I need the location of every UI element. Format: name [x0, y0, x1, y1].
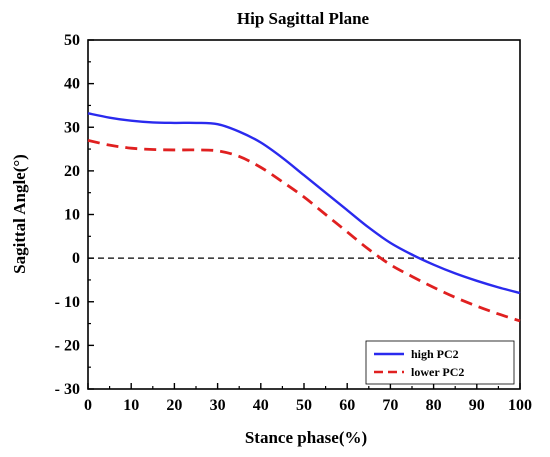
legend: high PC2 lower PC2	[365, 340, 515, 385]
y-tick-label: - 20	[55, 337, 80, 354]
plot-frame	[87, 39, 521, 390]
y-tick-label: - 30	[55, 381, 80, 398]
x-tick-label: 20	[166, 397, 182, 414]
y-axis-label: Sagittal Angle(°)	[10, 154, 29, 274]
x-tick-label: 10	[123, 397, 139, 414]
y-tick-label: 10	[64, 207, 80, 224]
x-tick-label: 100	[508, 397, 532, 414]
y-tick-label: 50	[64, 32, 80, 49]
y-tick-label: 0	[72, 250, 80, 267]
y-tick-label: - 10	[55, 294, 80, 311]
legend-box	[365, 340, 515, 385]
x-tick-label: 40	[253, 397, 269, 414]
x-axis-label: Stance phase(%)	[245, 428, 367, 447]
legend-label-lower-pc2: lower PC2	[411, 365, 464, 379]
series-line-high-pc2	[87, 112, 521, 295]
x-tick-label: 50	[296, 397, 312, 414]
y-tick-label: 20	[64, 163, 80, 180]
x-tick-label: 0	[84, 397, 92, 414]
series-line-lower-pc2	[87, 138, 521, 323]
x-tick-label: 30	[210, 397, 226, 414]
ticks-layer: 0 10 20 30 40 50 60 70 80 90 100 - 30 - 20 - 10 0 10 20 3…	[55, 32, 532, 414]
y-tick-label: 30	[64, 119, 80, 136]
series-layer	[87, 112, 521, 323]
x-tick-label: 70	[382, 397, 398, 414]
x-tick-label: 90	[469, 397, 485, 414]
x-tick-label: 60	[339, 397, 355, 414]
legend-label-high-pc2: high PC2	[411, 347, 459, 361]
chart-title: Hip Sagittal Plane	[237, 9, 370, 28]
x-tick-label: 80	[426, 397, 442, 414]
y-tick-label: 40	[64, 76, 80, 93]
